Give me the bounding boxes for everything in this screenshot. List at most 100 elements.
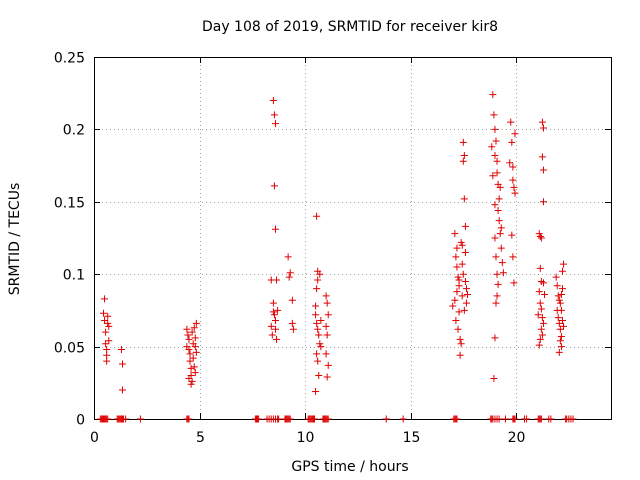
data-point (315, 372, 323, 380)
data-point (501, 415, 509, 423)
data-point (494, 280, 502, 288)
data-point (461, 222, 469, 230)
data-point (316, 340, 324, 348)
data-point (117, 345, 125, 353)
data-point (535, 341, 543, 349)
data-point (461, 248, 469, 256)
data-point (183, 343, 191, 351)
data-point (288, 296, 296, 304)
data-point (324, 311, 332, 319)
data-point (457, 238, 465, 246)
data-point (271, 317, 279, 325)
data-point (541, 290, 549, 298)
x-tick-label: 15 (403, 430, 421, 446)
data-point (102, 340, 110, 348)
data-point (553, 282, 561, 290)
chart-title: Day 108 of 2019, SRMTID for receiver kir… (202, 19, 498, 35)
data-point (185, 374, 193, 382)
data-point (534, 311, 542, 319)
y-tick-label: 0.05 (54, 341, 85, 357)
data-point (536, 264, 544, 272)
data-point (462, 285, 470, 293)
data-point (538, 314, 546, 322)
x-tick-label: 10 (297, 430, 315, 446)
data-point (317, 343, 325, 351)
y-tick-label: 0.25 (54, 51, 85, 67)
data-point (286, 415, 294, 423)
data-point (314, 276, 322, 284)
data-points (96, 91, 577, 423)
data-point (104, 415, 112, 423)
data-point (494, 206, 502, 214)
data-point (456, 351, 464, 359)
data-point (102, 328, 110, 336)
data-point (118, 360, 126, 368)
data-point (464, 290, 472, 298)
data-point (316, 270, 324, 278)
data-point (499, 269, 507, 277)
data-point (558, 285, 566, 293)
data-point (454, 273, 462, 281)
data-point (314, 325, 322, 333)
data-point (492, 137, 500, 145)
data-point (460, 195, 468, 203)
data-point (184, 331, 192, 339)
data-point (560, 322, 568, 330)
data-point (322, 292, 330, 300)
data-point (488, 143, 496, 151)
data-point (509, 176, 517, 184)
data-point (103, 357, 111, 365)
data-point (99, 309, 107, 317)
data-point (491, 201, 499, 209)
data-point (449, 302, 457, 310)
data-point (461, 277, 469, 285)
data-point (190, 324, 198, 332)
data-point (313, 212, 321, 220)
data-point (315, 331, 323, 339)
data-point (255, 415, 263, 423)
data-point (537, 234, 545, 242)
data-point (490, 374, 498, 382)
x-axis-label: GPS time / hours (291, 459, 408, 475)
data-point (495, 195, 503, 203)
data-point (508, 231, 516, 239)
data-point (497, 244, 505, 252)
data-point (286, 269, 294, 277)
data-point (187, 380, 195, 388)
data-point (495, 217, 503, 225)
data-point (536, 299, 544, 307)
data-point (322, 350, 330, 358)
data-point (271, 120, 279, 128)
data-point (493, 292, 501, 300)
data-point (497, 224, 505, 232)
y-tick-label: 0.15 (54, 196, 85, 212)
x-tick-label: 20 (508, 430, 526, 446)
data-point (458, 241, 466, 249)
plot-frame (94, 57, 612, 420)
data-point (270, 182, 278, 190)
data-point (556, 299, 564, 307)
data-point (555, 348, 563, 356)
data-point (453, 288, 461, 296)
data-point (508, 138, 516, 146)
data-point (539, 166, 547, 174)
data-point (555, 319, 563, 327)
data-point (452, 317, 460, 325)
data-point (185, 415, 193, 423)
data-point (510, 183, 518, 191)
data-point (552, 273, 560, 281)
y-tick-label: 0.1 (63, 268, 85, 284)
data-point (122, 415, 130, 423)
data-point (557, 343, 565, 351)
data-point (453, 263, 461, 271)
data-point (274, 306, 282, 314)
data-point (493, 169, 501, 177)
data-point (454, 325, 462, 333)
data-point (269, 96, 277, 104)
data-point (268, 331, 276, 339)
data-point (557, 332, 565, 340)
data-point (186, 357, 194, 365)
data-point (538, 118, 546, 126)
data-point (269, 308, 277, 316)
